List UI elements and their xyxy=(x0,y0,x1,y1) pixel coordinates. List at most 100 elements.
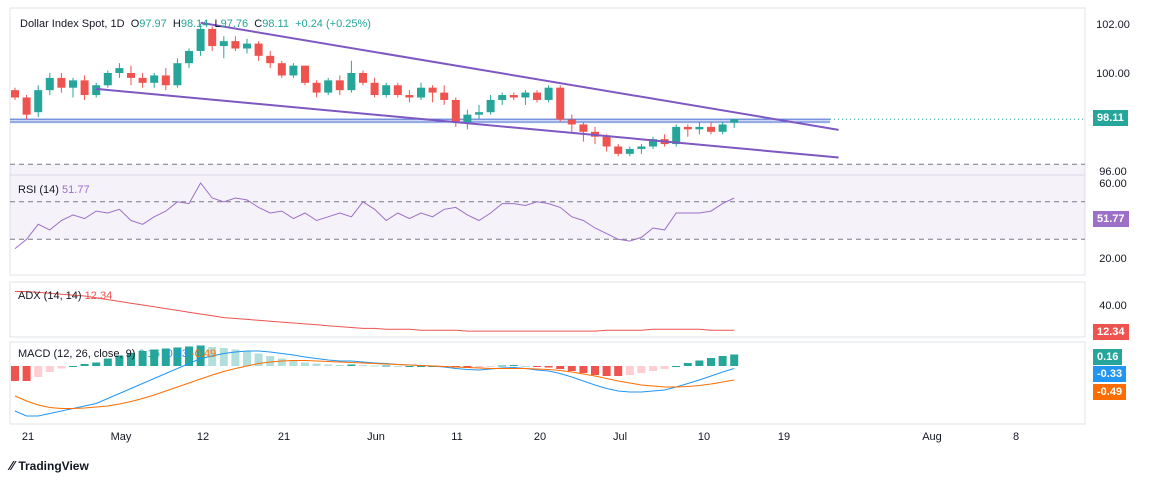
time-axis-label: May xyxy=(111,431,132,443)
high-value: 98.14 xyxy=(180,18,209,30)
candle-down xyxy=(451,99,460,122)
brand-name: TradingView xyxy=(18,458,89,473)
rsi-title: RSI (14) xyxy=(18,184,59,196)
rsi-badge: 51.77 xyxy=(1093,211,1129,227)
candle-down xyxy=(405,95,414,98)
candle-down xyxy=(312,82,321,93)
macd-histogram-bar xyxy=(301,362,309,366)
candle-down xyxy=(301,65,309,83)
macd-histogram-bar xyxy=(115,355,124,366)
macd-histogram-bar xyxy=(672,366,681,367)
macd-histogram-bar xyxy=(683,363,692,366)
candle-down xyxy=(161,75,170,86)
macd-histogram-bar xyxy=(486,366,495,367)
macd-histogram-bar xyxy=(556,366,565,369)
macd-badge-1: 0.16 xyxy=(1093,349,1123,365)
candle-up xyxy=(544,87,553,100)
macd-histogram-bar xyxy=(150,349,159,366)
candle-down xyxy=(683,126,692,130)
candle-up xyxy=(637,146,646,149)
chart-header: Dollar Index Spot, 1D O97.97 H98.14 L97.… xyxy=(20,18,371,30)
price-axis-label: 100.00 xyxy=(1096,68,1130,80)
candle-down xyxy=(428,87,437,93)
time-axis-label: 21 xyxy=(278,431,290,443)
tradingview-brand[interactable]: ⁄⁄ TradingView xyxy=(10,458,89,473)
macd-histogram-bar xyxy=(591,366,599,375)
rsi-label: RSI (14) 51.77 xyxy=(18,184,90,196)
macd-histogram-bar xyxy=(103,358,112,366)
candle-up xyxy=(730,119,739,123)
macd-histogram-bar xyxy=(127,353,135,366)
open-label: O xyxy=(130,18,140,30)
candle-up xyxy=(115,68,124,73)
time-axis-label: Aug xyxy=(922,431,942,443)
macd-badge-2: -0.33 xyxy=(1093,366,1127,382)
macd-histogram-bar xyxy=(57,366,66,369)
price-axis-label: 102.00 xyxy=(1096,19,1130,31)
time-axis-label: Jun xyxy=(367,431,385,443)
high-label: H xyxy=(172,18,181,30)
candle-down xyxy=(127,73,135,78)
macd-histogram-bar xyxy=(475,366,483,368)
macd-histogram-bar xyxy=(382,365,391,367)
macd-histogram-bar xyxy=(718,356,727,366)
macd-histogram-bar xyxy=(533,366,541,367)
macd-histogram-bar xyxy=(138,351,147,366)
candle-up xyxy=(649,139,657,147)
macd-histogram-bar xyxy=(45,366,54,372)
macd-title: MACD (12, 26, close, 9) xyxy=(18,348,136,360)
macd-histogram-bar xyxy=(649,366,657,371)
macd-histogram-bar xyxy=(521,366,530,367)
candle-up xyxy=(475,112,483,115)
macd-value-1: 0.16 xyxy=(138,348,160,360)
macd-histogram-bar xyxy=(80,364,89,366)
macd-histogram-bar xyxy=(196,345,205,366)
candle-down xyxy=(231,41,240,49)
candle-down xyxy=(370,82,379,96)
close-value: 98.11 xyxy=(262,18,289,30)
time-axis-label: 19 xyxy=(778,431,790,443)
macd-histogram-bar xyxy=(324,364,333,366)
candle-up xyxy=(92,85,101,96)
macd-histogram-bar xyxy=(509,365,518,366)
macd-histogram-bar xyxy=(266,356,275,366)
candle-down xyxy=(393,85,402,96)
macd-histogram-bar xyxy=(730,354,739,366)
candle-up xyxy=(521,92,530,98)
rsi-axis-label: 60.00 xyxy=(1099,178,1127,190)
candle-up xyxy=(243,43,251,49)
macd-histogram-bar xyxy=(69,366,77,367)
macd-histogram-bar xyxy=(567,366,576,371)
candle-up xyxy=(382,85,391,96)
candle-down xyxy=(57,77,66,88)
candle-down xyxy=(208,28,217,47)
macd-histogram-bar xyxy=(254,353,263,366)
macd-histogram-bar xyxy=(707,358,715,366)
macd-histogram-bar xyxy=(405,366,414,367)
candle-down xyxy=(277,63,286,76)
macd-histogram-bar xyxy=(347,364,356,366)
rsi-line xyxy=(14,182,735,249)
adx-title: ADX (14, 14) xyxy=(18,290,82,302)
candle-down xyxy=(602,136,611,147)
macd-label: MACD (12, 26, close, 9) 0.16 -0.33 -0.49 xyxy=(18,348,216,360)
symbol-title: Dollar Index Spot, 1D xyxy=(20,18,125,30)
time-axis-label: 20 xyxy=(534,431,546,443)
macd-histogram-bar xyxy=(579,366,588,373)
candle-up xyxy=(103,73,112,86)
pane-border-3 xyxy=(9,341,1086,425)
last-price-badge: 98.11 xyxy=(1093,110,1128,126)
time-axis-label: Jul xyxy=(613,431,627,443)
candle-up xyxy=(672,126,681,145)
macd-badge-3: -0.49 xyxy=(1093,384,1127,400)
macd-histogram-bar xyxy=(289,360,298,366)
macd-histogram-bar xyxy=(614,366,623,376)
candle-up xyxy=(347,73,356,91)
macd-value-3: -0.49 xyxy=(191,348,217,360)
candle-up xyxy=(34,90,43,113)
rsi-axis-label: 20.00 xyxy=(1099,253,1127,265)
macd-histogram-bar xyxy=(335,365,344,366)
adx-badge: 12.34 xyxy=(1093,324,1129,340)
macd-histogram-bar xyxy=(173,347,182,366)
macd-histogram-bar xyxy=(637,366,646,373)
